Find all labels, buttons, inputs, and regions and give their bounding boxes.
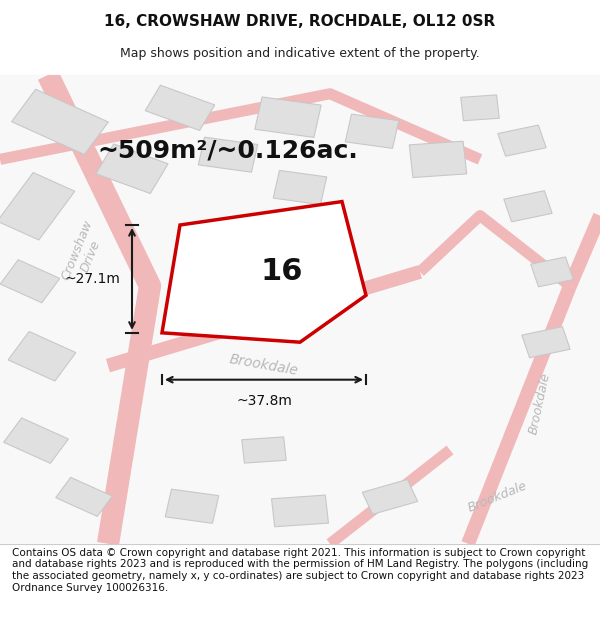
- Text: Contains OS data © Crown copyright and database right 2021. This information is : Contains OS data © Crown copyright and d…: [12, 548, 588, 592]
- Polygon shape: [8, 331, 76, 381]
- Text: ~37.8m: ~37.8m: [236, 394, 292, 408]
- Text: ~27.1m: ~27.1m: [64, 272, 120, 286]
- Polygon shape: [504, 191, 552, 222]
- Polygon shape: [96, 144, 168, 194]
- Text: Brookdale: Brookdale: [527, 371, 553, 435]
- Polygon shape: [0, 173, 75, 240]
- Polygon shape: [345, 114, 399, 148]
- Polygon shape: [255, 97, 321, 138]
- Text: Crowshaw
Drive: Crowshaw Drive: [59, 218, 109, 288]
- Text: 16: 16: [261, 258, 303, 286]
- Text: Brookdale: Brookdale: [466, 479, 530, 515]
- Polygon shape: [461, 95, 499, 121]
- Polygon shape: [242, 437, 286, 463]
- Polygon shape: [11, 89, 109, 154]
- Polygon shape: [531, 257, 573, 287]
- Polygon shape: [56, 478, 112, 516]
- Polygon shape: [145, 85, 215, 131]
- Polygon shape: [162, 201, 366, 342]
- Polygon shape: [198, 137, 258, 172]
- Text: Map shows position and indicative extent of the property.: Map shows position and indicative extent…: [120, 48, 480, 61]
- Polygon shape: [522, 327, 570, 357]
- Polygon shape: [4, 418, 68, 463]
- Polygon shape: [165, 489, 219, 523]
- Polygon shape: [498, 125, 546, 156]
- Text: 16, CROWSHAW DRIVE, ROCHDALE, OL12 0SR: 16, CROWSHAW DRIVE, ROCHDALE, OL12 0SR: [104, 14, 496, 29]
- Polygon shape: [0, 260, 60, 302]
- Text: Brookdale: Brookdale: [229, 352, 299, 379]
- Text: ~509m²/~0.126ac.: ~509m²/~0.126ac.: [98, 138, 358, 162]
- Polygon shape: [273, 171, 327, 204]
- Polygon shape: [362, 479, 418, 514]
- Polygon shape: [409, 141, 467, 177]
- Polygon shape: [272, 495, 328, 527]
